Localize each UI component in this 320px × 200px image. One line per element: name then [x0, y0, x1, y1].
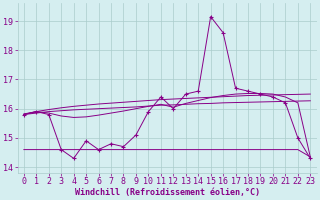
X-axis label: Windchill (Refroidissement éolien,°C): Windchill (Refroidissement éolien,°C) — [75, 188, 260, 197]
